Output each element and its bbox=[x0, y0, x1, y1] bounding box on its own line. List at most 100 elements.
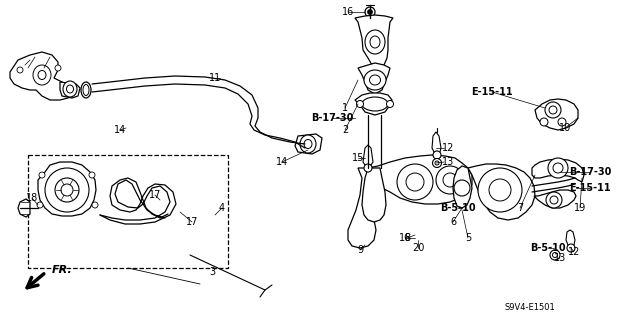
Circle shape bbox=[436, 166, 464, 194]
Ellipse shape bbox=[38, 70, 46, 79]
Circle shape bbox=[558, 118, 566, 126]
Text: 15: 15 bbox=[352, 153, 364, 163]
Polygon shape bbox=[432, 132, 441, 154]
Circle shape bbox=[545, 102, 561, 118]
Circle shape bbox=[55, 178, 79, 202]
Circle shape bbox=[433, 159, 442, 167]
Polygon shape bbox=[532, 159, 584, 182]
Polygon shape bbox=[453, 166, 472, 208]
Text: 13: 13 bbox=[442, 157, 454, 167]
Circle shape bbox=[61, 184, 73, 196]
Circle shape bbox=[546, 192, 562, 208]
Circle shape bbox=[406, 173, 424, 191]
Polygon shape bbox=[368, 155, 472, 204]
Circle shape bbox=[39, 172, 45, 178]
Text: 16: 16 bbox=[399, 233, 411, 243]
Text: S9V4-E1501: S9V4-E1501 bbox=[504, 303, 556, 313]
Polygon shape bbox=[534, 190, 576, 208]
Polygon shape bbox=[468, 164, 535, 220]
Circle shape bbox=[365, 7, 375, 17]
Circle shape bbox=[550, 250, 560, 260]
Circle shape bbox=[387, 100, 394, 108]
Circle shape bbox=[367, 10, 372, 14]
Text: 13: 13 bbox=[554, 253, 566, 263]
Circle shape bbox=[433, 151, 441, 159]
Polygon shape bbox=[18, 199, 30, 217]
Polygon shape bbox=[38, 162, 96, 216]
Text: 9: 9 bbox=[357, 245, 363, 255]
Text: E-15-11: E-15-11 bbox=[569, 183, 611, 193]
Polygon shape bbox=[363, 145, 373, 167]
Polygon shape bbox=[535, 99, 578, 130]
Text: 6: 6 bbox=[450, 217, 456, 227]
Circle shape bbox=[454, 180, 470, 196]
Text: 4: 4 bbox=[219, 203, 225, 213]
Polygon shape bbox=[355, 15, 393, 68]
Text: 12: 12 bbox=[442, 143, 454, 153]
Circle shape bbox=[550, 196, 558, 204]
Text: 3: 3 bbox=[209, 267, 215, 277]
Text: 5: 5 bbox=[465, 233, 471, 243]
Circle shape bbox=[548, 158, 568, 178]
Polygon shape bbox=[10, 52, 72, 100]
Circle shape bbox=[364, 164, 372, 172]
Ellipse shape bbox=[364, 70, 386, 90]
Text: 12: 12 bbox=[568, 247, 580, 257]
Circle shape bbox=[489, 179, 511, 201]
Text: 8: 8 bbox=[404, 233, 410, 243]
Circle shape bbox=[55, 65, 61, 71]
Ellipse shape bbox=[300, 135, 316, 153]
Text: 14: 14 bbox=[114, 125, 126, 135]
Text: 2: 2 bbox=[342, 125, 348, 135]
Text: 20: 20 bbox=[412, 243, 424, 253]
Circle shape bbox=[567, 244, 575, 252]
Bar bbox=[28, 155, 228, 268]
Text: 14: 14 bbox=[276, 157, 288, 167]
Polygon shape bbox=[566, 230, 575, 247]
Text: B-5-10: B-5-10 bbox=[530, 243, 566, 253]
Text: 19: 19 bbox=[574, 203, 586, 213]
Circle shape bbox=[356, 100, 364, 108]
Circle shape bbox=[435, 161, 439, 165]
Text: 7: 7 bbox=[517, 203, 523, 213]
Circle shape bbox=[443, 173, 457, 187]
Text: FR.: FR. bbox=[52, 265, 73, 275]
Text: B-17-30: B-17-30 bbox=[311, 113, 353, 123]
Ellipse shape bbox=[33, 65, 51, 85]
Ellipse shape bbox=[83, 85, 89, 95]
Ellipse shape bbox=[362, 97, 388, 111]
Polygon shape bbox=[295, 134, 322, 154]
Text: B-17-30: B-17-30 bbox=[569, 167, 611, 177]
Polygon shape bbox=[348, 168, 376, 248]
Text: 1: 1 bbox=[342, 103, 348, 113]
Polygon shape bbox=[60, 82, 80, 98]
Circle shape bbox=[92, 202, 98, 208]
Ellipse shape bbox=[304, 139, 312, 149]
Ellipse shape bbox=[81, 82, 91, 98]
Text: 17: 17 bbox=[186, 217, 198, 227]
Polygon shape bbox=[362, 168, 386, 222]
Circle shape bbox=[552, 253, 557, 257]
Text: B-5-10: B-5-10 bbox=[440, 203, 476, 213]
Circle shape bbox=[478, 168, 522, 212]
Text: 10: 10 bbox=[559, 123, 571, 133]
Text: 18: 18 bbox=[26, 193, 38, 203]
Circle shape bbox=[17, 67, 23, 73]
Circle shape bbox=[45, 168, 89, 212]
Ellipse shape bbox=[370, 36, 380, 48]
Text: 16: 16 bbox=[342, 7, 354, 17]
Circle shape bbox=[89, 172, 95, 178]
Circle shape bbox=[553, 163, 563, 173]
Circle shape bbox=[37, 202, 43, 208]
Polygon shape bbox=[358, 63, 390, 94]
Circle shape bbox=[397, 164, 433, 200]
Circle shape bbox=[540, 118, 548, 126]
Ellipse shape bbox=[67, 85, 74, 93]
Circle shape bbox=[549, 106, 557, 114]
Ellipse shape bbox=[63, 81, 77, 97]
Text: 17: 17 bbox=[149, 190, 161, 200]
Text: 11: 11 bbox=[209, 73, 221, 83]
Polygon shape bbox=[355, 93, 392, 115]
Ellipse shape bbox=[365, 30, 385, 54]
Text: E-15-11: E-15-11 bbox=[471, 87, 513, 97]
